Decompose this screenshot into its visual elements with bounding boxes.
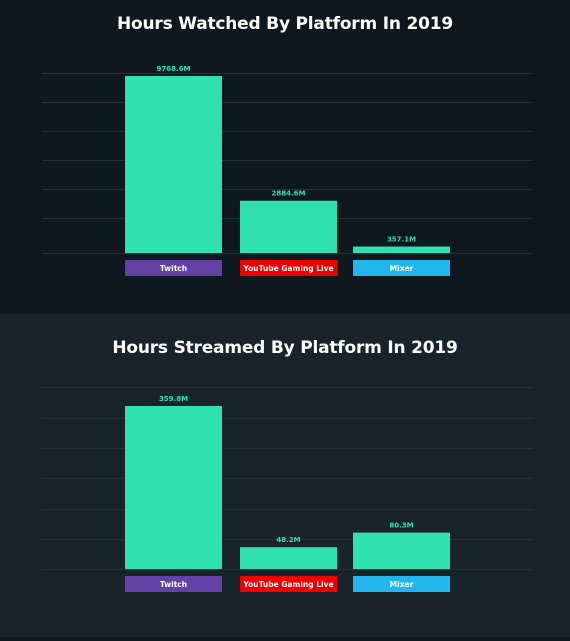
value-label-twitch: 9768.6M <box>157 65 191 73</box>
category-label-twitch: Twitch <box>160 264 187 273</box>
hours-streamed-chart: 359.8M Twitch 48.2M YouTube Gaming Live 80.3… <box>42 387 533 592</box>
category-label-mixer: Mixer <box>390 264 414 273</box>
value-label-youtube-gaming-live: 2884.6M <box>272 190 306 198</box>
chart-title-hours-watched: Hours Watched By Platform In 2019 <box>117 14 453 34</box>
value-label-mixer: 80.3M <box>389 522 413 530</box>
category-label-twitch: Twitch <box>160 580 187 589</box>
bar-youtube-gaming-live <box>240 547 337 569</box>
category-pill-twitch <box>125 576 222 592</box>
category-pill-twitch <box>125 260 222 276</box>
value-label-mixer: 357.1M <box>387 236 416 244</box>
hours-watched-panel: Hours Watched By Platform In 2019 9768.6… <box>0 0 570 314</box>
bar-mixer <box>353 532 450 569</box>
category-label-youtube-gaming-live: YouTube Gaming Live <box>242 264 333 273</box>
category-pill-mixer <box>353 260 450 276</box>
hours-streamed-panel: Hours Streamed By Platform In 2019 359.8… <box>0 314 570 641</box>
category-label-mixer: Mixer <box>390 580 414 589</box>
category-pill-youtube-gaming-live <box>240 576 337 592</box>
hours-watched-chart: 9768.6M Twitch 2884.6M YouTube Gaming Live 3… <box>42 65 533 276</box>
bar-youtube-gaming-live <box>240 200 337 253</box>
bar-twitch <box>125 406 222 569</box>
category-label-youtube-gaming-live: YouTube Gaming Live <box>242 580 333 589</box>
bar-twitch <box>125 76 222 253</box>
bottom-divider <box>0 637 570 641</box>
category-pill-youtube-gaming-live <box>240 260 337 276</box>
chart-title-hours-streamed: Hours Streamed By Platform In 2019 <box>112 338 458 358</box>
bar-mixer <box>353 246 450 253</box>
value-label-youtube-gaming-live: 48.2M <box>276 536 300 544</box>
category-pill-mixer <box>353 576 450 592</box>
value-label-twitch: 359.8M <box>159 395 188 403</box>
